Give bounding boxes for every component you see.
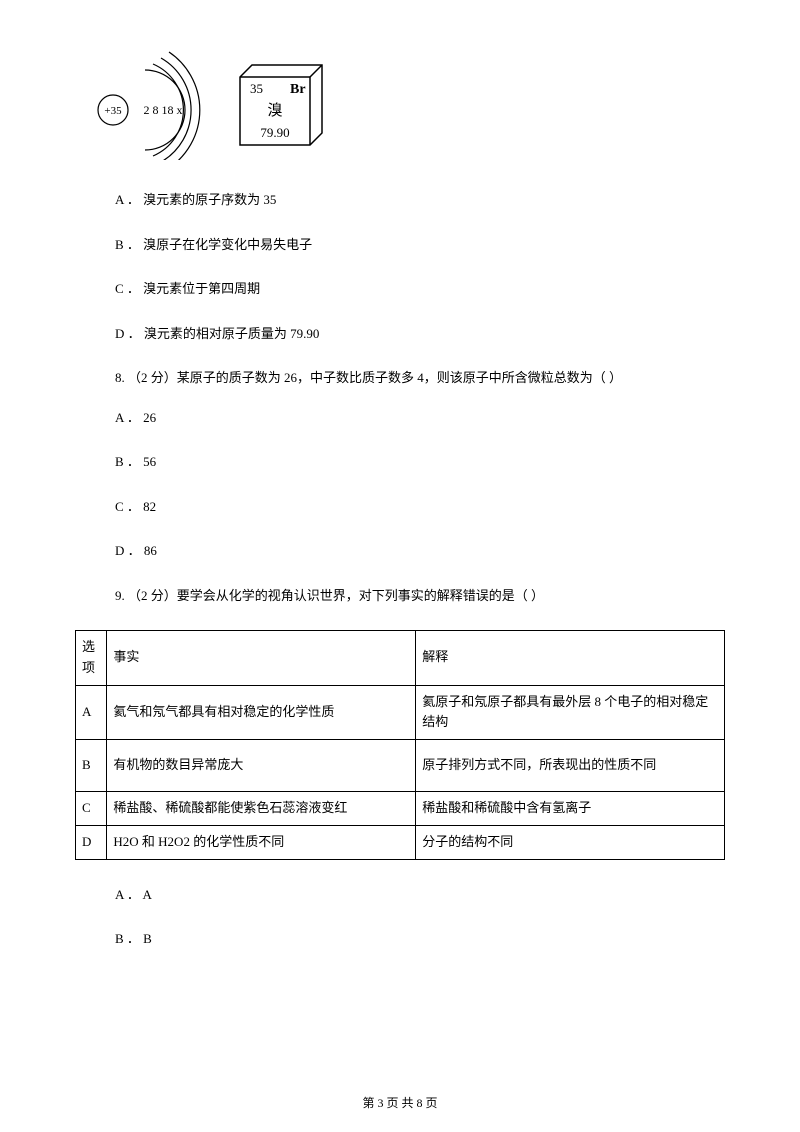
- table-row: B 有机物的数目异常庞大 原子排列方式不同，所表现出的性质不同: [76, 740, 725, 792]
- table-row: C 稀盐酸、稀硫酸都能使紫色石蕊溶液变红 稀盐酸和稀硫酸中含有氢离子: [76, 792, 725, 826]
- q8-option-b: B ． 56: [115, 452, 725, 472]
- element-name: 溴: [267, 102, 282, 119]
- table-cell-fact: 稀盐酸、稀硫酸都能使紫色石蕊溶液变红: [107, 792, 416, 826]
- diagram-container: +35 2 8 18 x 35 Br 溴 79.90: [95, 50, 725, 160]
- table-header-explain: 解释: [416, 631, 725, 686]
- q8-text: 8. （2 分）某原子的质子数为 26，中子数比质子数多 4，则该原子中所含微粒…: [115, 368, 725, 388]
- table-cell-fact: H2O 和 H2O2 的化学性质不同: [107, 825, 416, 859]
- table-cell-fact: 有机物的数目异常庞大: [107, 740, 416, 792]
- table-row: D H2O 和 H2O2 的化学性质不同 分子的结构不同: [76, 825, 725, 859]
- table-cell-opt: C: [76, 792, 107, 826]
- atom-element-diagram: +35 2 8 18 x 35 Br 溴 79.90: [95, 50, 355, 160]
- q8-option-c: C ． 82: [115, 497, 725, 517]
- q9-option-a: A ． A: [115, 885, 725, 905]
- element-tile: 35 Br 溴 79.90: [240, 65, 322, 145]
- q9-text: 9. （2 分）要学会从化学的视角认识世界，对下列事实的解释错误的是（ ）: [115, 586, 725, 606]
- q8-option-a: A ． 26: [115, 408, 725, 428]
- table-cell-opt: D: [76, 825, 107, 859]
- q9-table: 选项 事实 解释 A 氦气和氖气都具有相对稳定的化学性质 氦原子和氖原子都具有最…: [75, 630, 725, 860]
- element-number: 35: [250, 81, 263, 96]
- atom-shells-label: 2 8 18 x: [144, 103, 183, 117]
- q8-option-d: D ． 86: [115, 541, 725, 561]
- page-footer: 第 3 页 共 8 页: [0, 1094, 800, 1112]
- atom-nucleus-label: +35: [104, 105, 122, 117]
- table-cell-fact: 氦气和氖气都具有相对稳定的化学性质: [107, 685, 416, 740]
- q7-option-d: D ． 溴元素的相对原子质量为 79.90: [115, 324, 725, 344]
- q7-option-a: A ． 溴元素的原子序数为 35: [115, 190, 725, 210]
- table-header-fact: 事实: [107, 631, 416, 686]
- table-cell-explain: 原子排列方式不同，所表现出的性质不同: [416, 740, 725, 792]
- table-cell-opt: A: [76, 685, 107, 740]
- element-symbol: Br: [290, 82, 306, 97]
- table-row: A 氦气和氖气都具有相对稳定的化学性质 氦原子和氖原子都具有最外层 8 个电子的…: [76, 685, 725, 740]
- table-header-row: 选项 事实 解释: [76, 631, 725, 686]
- q9-option-b: B ． B: [115, 929, 725, 949]
- table-cell-explain: 分子的结构不同: [416, 825, 725, 859]
- q7-option-b: B ． 溴原子在化学变化中易失电子: [115, 235, 725, 255]
- table-cell-explain: 稀盐酸和稀硫酸中含有氢离子: [416, 792, 725, 826]
- q7-option-c: C ． 溴元素位于第四周期: [115, 279, 725, 299]
- table-header-opt: 选项: [76, 631, 107, 686]
- element-atomic-mass: 79.90: [260, 125, 289, 140]
- table-cell-opt: B: [76, 740, 107, 792]
- electron-shell-diagram: +35 2 8 18 x: [98, 52, 200, 160]
- table-cell-explain: 氦原子和氖原子都具有最外层 8 个电子的相对稳定结构: [416, 685, 725, 740]
